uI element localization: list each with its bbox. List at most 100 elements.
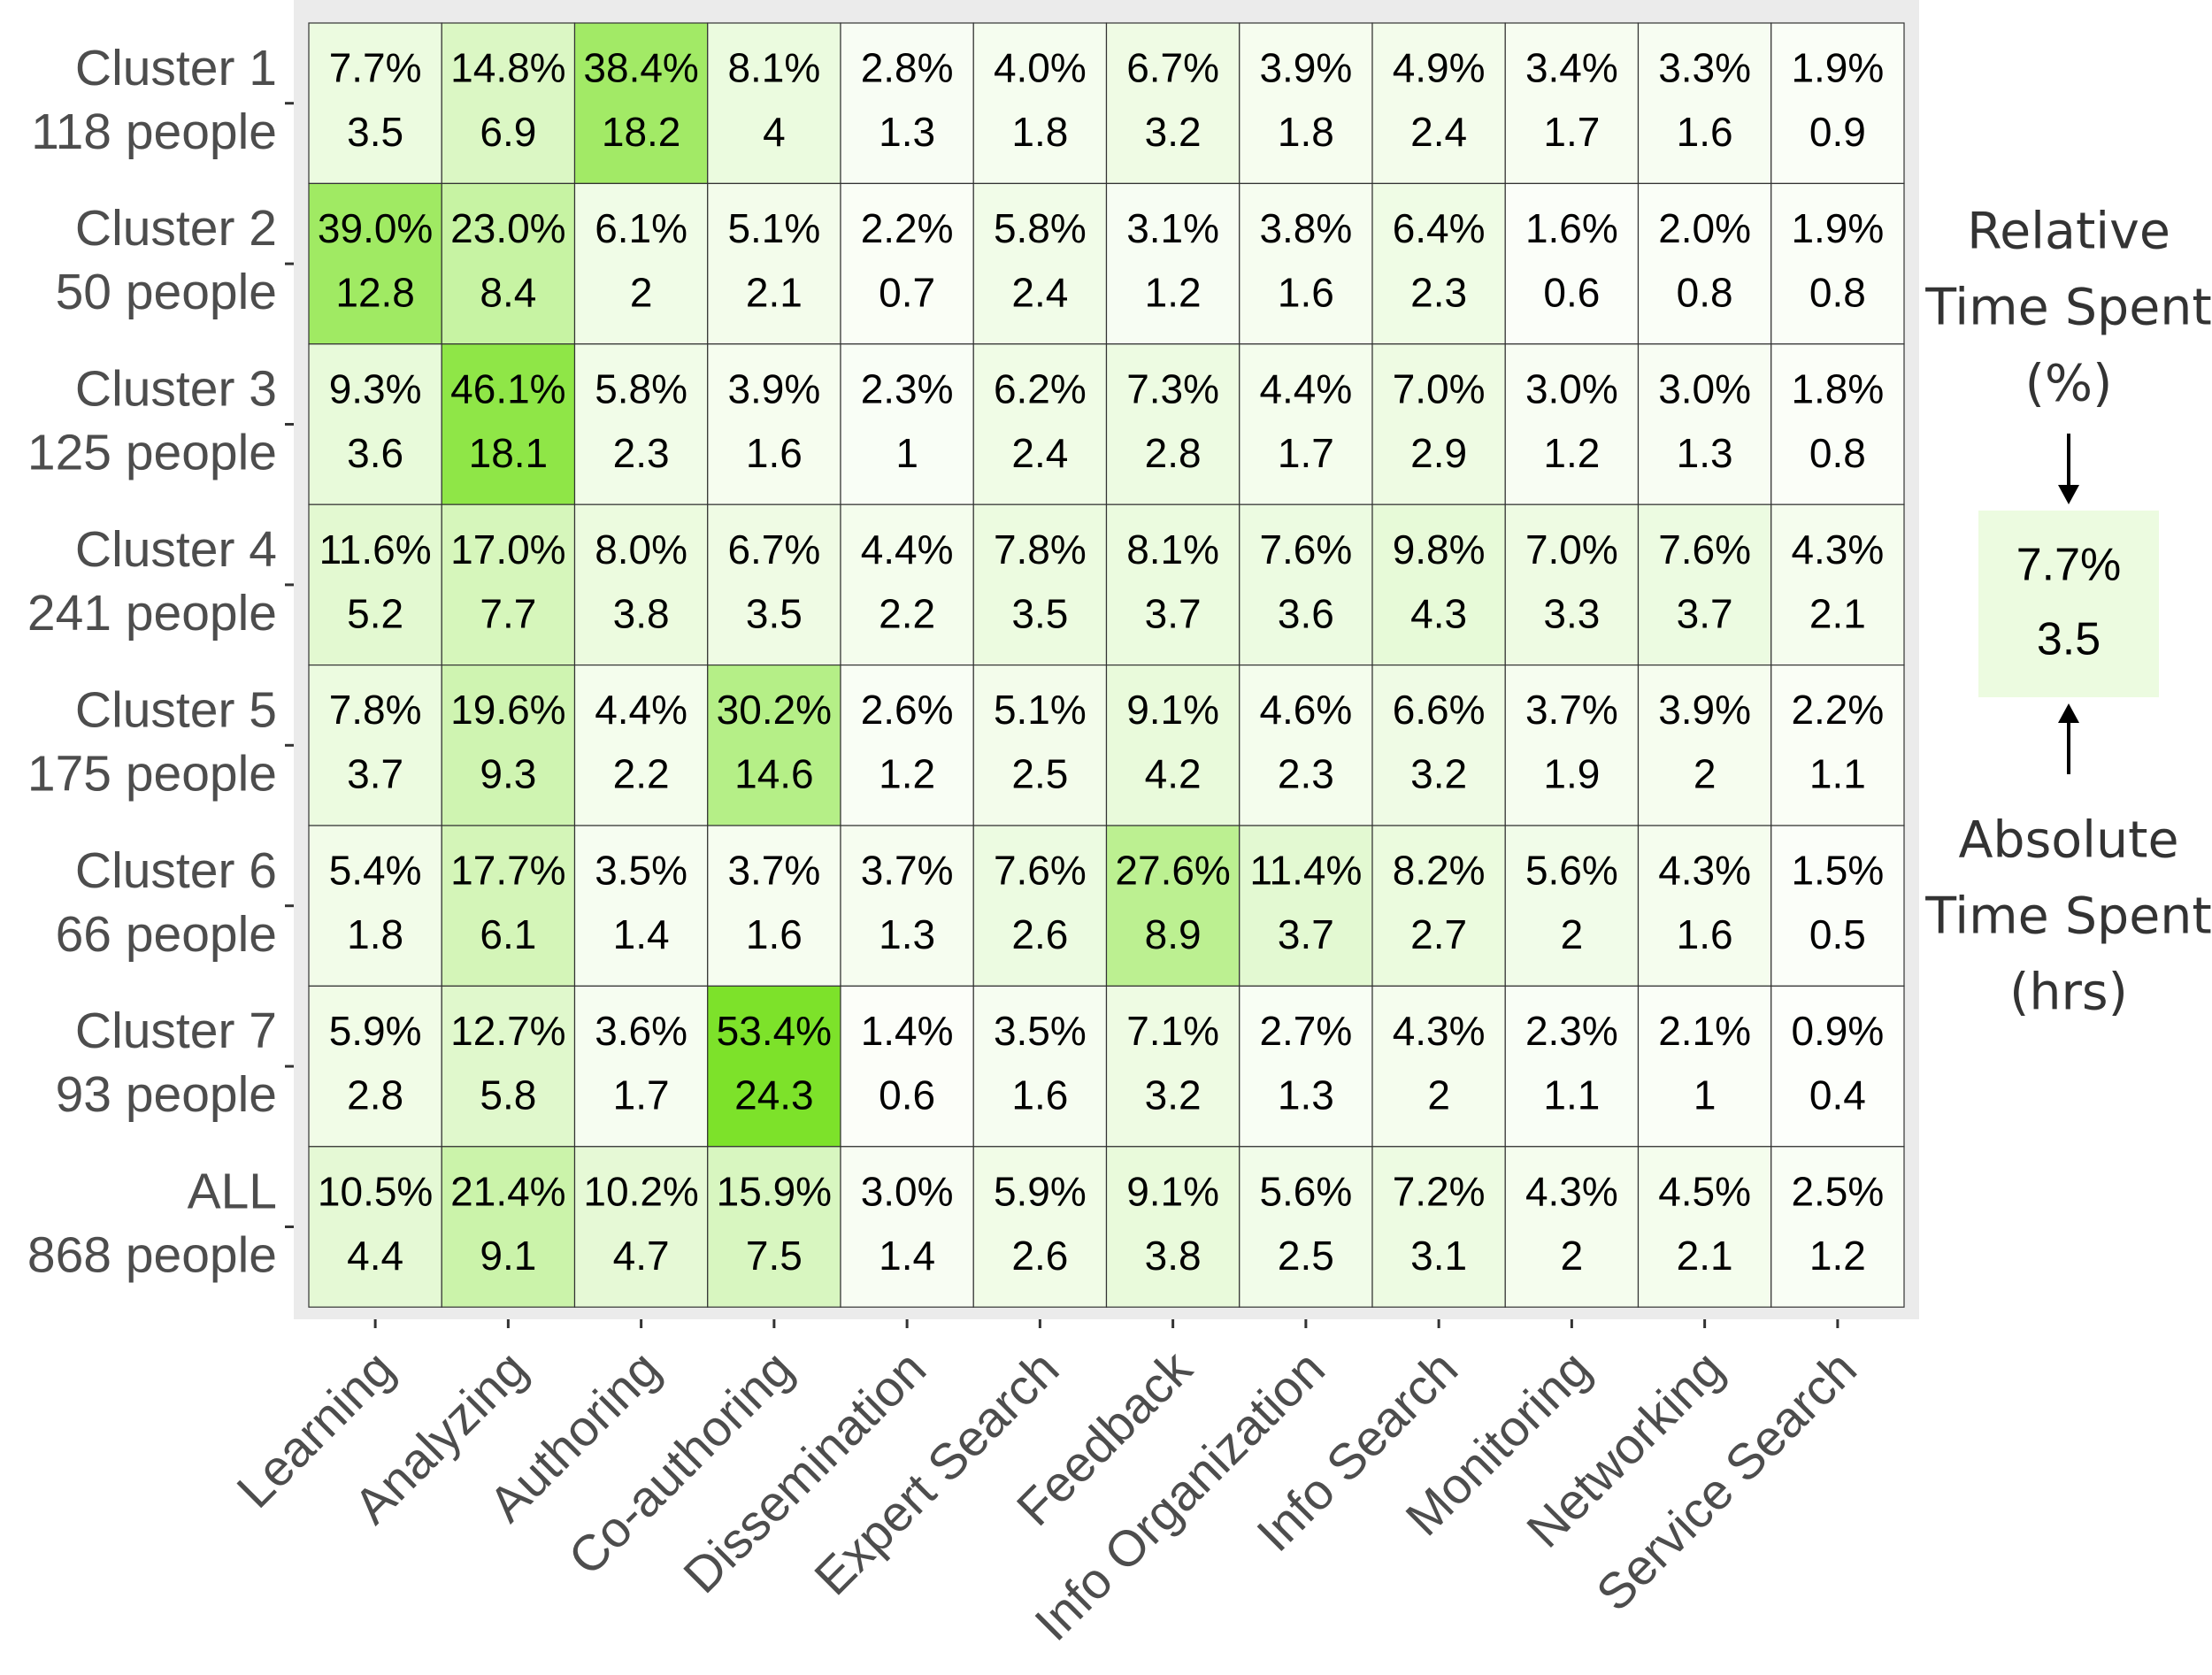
hours-label: 4.4 xyxy=(347,1233,403,1279)
heatmap-cell xyxy=(1770,22,1905,184)
row-subtitle: 93 people xyxy=(56,1066,277,1123)
hours-label: 18.1 xyxy=(469,430,549,476)
percent-label: 2.1% xyxy=(1658,1008,1751,1054)
heatmap-cell xyxy=(308,664,442,826)
heatmap-cell xyxy=(1637,1146,1772,1308)
hours-label: 1.3 xyxy=(1677,430,1733,476)
hours-label: 3.7 xyxy=(1677,590,1733,636)
percent-label: 4.9% xyxy=(1393,45,1486,91)
percent-label: 3.9% xyxy=(1259,45,1352,91)
heatmap-cell xyxy=(1770,182,1905,345)
percent-label: 1.8% xyxy=(1791,365,1884,411)
percent-label: 3.9% xyxy=(727,365,820,411)
hours-label: 2 xyxy=(630,270,653,316)
hours-label: 1 xyxy=(1694,1072,1717,1118)
row-subtitle: 175 people xyxy=(27,745,277,802)
hours-label: 1.3 xyxy=(1278,1072,1334,1118)
percent-label: 38.4% xyxy=(583,45,698,91)
percent-label: 3.3% xyxy=(1658,45,1751,91)
heatmap-cell xyxy=(1637,22,1772,184)
hours-label: 1.4 xyxy=(879,1233,935,1279)
hours-label: 1.8 xyxy=(1278,109,1334,155)
hours-label: 1.8 xyxy=(1011,109,1068,155)
percent-label: 5.9% xyxy=(994,1168,1087,1214)
percent-label: 3.8% xyxy=(1259,205,1352,251)
hours-label: 2 xyxy=(1561,911,1584,957)
hours-label: 0.6 xyxy=(879,1072,935,1118)
hours-label: 2.9 xyxy=(1410,430,1467,476)
hours-label: 4.2 xyxy=(1145,751,1202,797)
hours-label: 1.7 xyxy=(1543,109,1600,155)
percent-label: 3.7% xyxy=(861,848,954,894)
heatmap-cell xyxy=(1770,1146,1905,1308)
hours-label: 0.9 xyxy=(1809,109,1866,155)
heatmap-cell xyxy=(1504,1146,1640,1308)
heatmap-cell xyxy=(308,825,442,987)
legend: Relative Time Spent (%) Absolute Time Spent (… xyxy=(1924,203,2212,1022)
heatmap-cell xyxy=(1239,1146,1373,1308)
heatmap-cell xyxy=(972,503,1108,666)
heatmap-cell xyxy=(972,1146,1108,1308)
percent-label: 1.9% xyxy=(1791,205,1884,251)
hours-label: 2.3 xyxy=(1278,751,1334,797)
arrow-head xyxy=(2058,703,2079,723)
hours-label: 8.4 xyxy=(480,270,536,316)
percent-label: 1.6% xyxy=(1525,205,1618,251)
percent-label: 7.8% xyxy=(994,526,1087,572)
percent-label: 4.4% xyxy=(861,526,954,572)
heatmap-cell xyxy=(1105,985,1240,1148)
percent-label: 3.5% xyxy=(994,1008,1087,1054)
hours-label: 3.6 xyxy=(347,430,403,476)
hours-label: 2.6 xyxy=(1011,911,1068,957)
hours-label: 12.8 xyxy=(335,270,415,316)
heatmap-cell xyxy=(840,22,974,184)
percent-label: 6.1% xyxy=(595,205,687,251)
heatmap-cell xyxy=(840,825,974,987)
percent-label: 3.0% xyxy=(1525,365,1618,411)
hours-label: 1.2 xyxy=(1809,1233,1866,1279)
heatmap-cell xyxy=(1371,343,1506,505)
hours-label: 2.3 xyxy=(1410,270,1467,316)
hours-label: 1.2 xyxy=(1543,430,1600,476)
hours-label: 2.4 xyxy=(1410,109,1467,155)
hours-label: 5.2 xyxy=(347,590,403,636)
hours-label: 2 xyxy=(1694,751,1717,797)
percent-label: 2.3% xyxy=(861,365,954,411)
heatmap-cell xyxy=(308,985,442,1148)
percent-label: 2.8% xyxy=(861,45,954,91)
percent-label: 4.0% xyxy=(994,45,1087,91)
hours-label: 2.7 xyxy=(1410,911,1467,957)
percent-label: 9.8% xyxy=(1393,526,1486,572)
heatmap-cell xyxy=(308,343,442,505)
percent-label: 7.6% xyxy=(1658,526,1751,572)
hours-label: 1.8 xyxy=(347,911,403,957)
hours-label: 2.4 xyxy=(1011,270,1068,316)
hours-label: 0.7 xyxy=(879,270,935,316)
percent-label: 12.7% xyxy=(450,1008,565,1054)
percent-label: 2.3% xyxy=(1525,1008,1618,1054)
hours-label: 2.6 xyxy=(1011,1233,1068,1279)
hours-label: 1.1 xyxy=(1543,1072,1600,1118)
percent-label: 3.4% xyxy=(1525,45,1618,91)
percent-label: 4.3% xyxy=(1658,848,1751,894)
legend-title: Time Spent xyxy=(1924,887,2212,946)
hours-label: 9.3 xyxy=(480,751,536,797)
percent-label: 6.2% xyxy=(994,365,1087,411)
hours-label: 14.6 xyxy=(734,751,814,797)
percent-label: 10.2% xyxy=(583,1168,698,1214)
hours-label: 4 xyxy=(763,109,786,155)
percent-label: 11.6% xyxy=(319,526,432,572)
hours-label: 1.7 xyxy=(1278,430,1334,476)
hours-label: 2.8 xyxy=(347,1072,403,1118)
row-label: Cluster 5 xyxy=(75,681,277,738)
row-label: Cluster 4 xyxy=(75,521,277,578)
percent-label: 2.5% xyxy=(1791,1168,1884,1214)
percent-label: 3.6% xyxy=(595,1008,687,1054)
heatmap-cell xyxy=(1770,985,1905,1148)
hours-label: 1 xyxy=(895,430,918,476)
percent-label: 4.5% xyxy=(1658,1168,1751,1214)
percent-label: 53.4% xyxy=(717,1008,832,1054)
heatmap-cell xyxy=(441,985,576,1148)
heatmap-cell xyxy=(1105,664,1240,826)
heatmap-cell xyxy=(441,825,576,987)
